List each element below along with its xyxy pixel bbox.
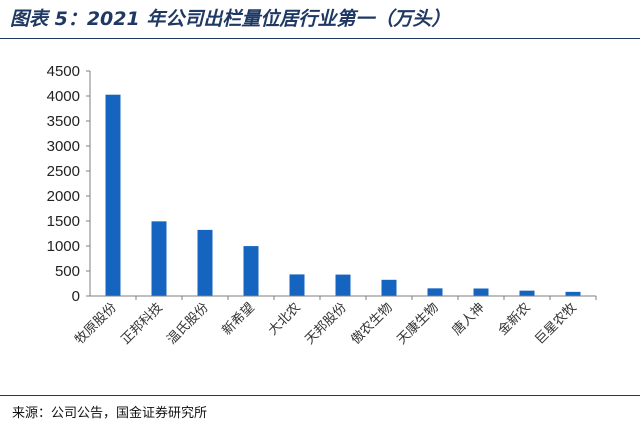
x-tick-label: 天邦股份 <box>302 300 349 347</box>
x-tick-label: 正邦科技 <box>118 300 165 347</box>
bar-11 <box>565 291 581 296</box>
bar-7 <box>381 279 397 296</box>
x-tick-label: 温氏股份 <box>164 300 211 347</box>
y-tick-label: 1000 <box>47 238 80 255</box>
bar-3 <box>197 229 213 296</box>
bar-8 <box>427 288 443 296</box>
x-tick-label: 牧原股份 <box>72 300 119 347</box>
y-tick-label: 4000 <box>47 88 80 105</box>
x-tick-label: 傲农生物 <box>348 300 395 347</box>
source-note: 来源：公司公告，国金证券研究所 <box>12 406 208 421</box>
bar-4 <box>243 246 259 296</box>
source-divider <box>0 395 640 396</box>
bar-2 <box>151 221 167 296</box>
bars <box>105 94 581 296</box>
bar-10 <box>519 290 535 296</box>
chart-title: 图表 5：2021 年公司出栏量位居行业第一（万头） <box>10 8 451 30</box>
y-axis-ticks: 0 500 1000 1500 2000 2500 3000 3500 4000 4500 <box>47 63 90 305</box>
y-tick-label: 3000 <box>47 138 80 155</box>
bar-9 <box>473 288 489 296</box>
bar-6 <box>335 274 351 296</box>
y-tick-label: 500 <box>55 263 80 280</box>
y-tick-label: 1500 <box>47 213 80 230</box>
bar-5 <box>289 274 305 296</box>
y-tick-label: 2000 <box>47 188 80 205</box>
title-divider <box>0 38 640 39</box>
y-tick-label: 4500 <box>47 63 80 80</box>
bar-1 <box>105 94 121 296</box>
x-tick-label: 新希望 <box>219 300 258 339</box>
axes <box>89 71 596 297</box>
bar-chart: 0 500 1000 1500 2000 2500 3000 3500 4000 4500 牧原股… <box>47 63 597 348</box>
y-tick-label: 0 <box>72 288 80 305</box>
x-tick-label: 巨星农牧 <box>532 300 579 347</box>
x-tick-label: 天康生物 <box>394 300 442 348</box>
x-tick-label: 大北农 <box>266 300 304 338</box>
y-tick-label: 3500 <box>47 113 80 130</box>
x-tick-label: 金新农 <box>495 300 534 339</box>
x-tick-label: 唐人神 <box>449 300 488 339</box>
y-tick-label: 2500 <box>47 163 80 180</box>
